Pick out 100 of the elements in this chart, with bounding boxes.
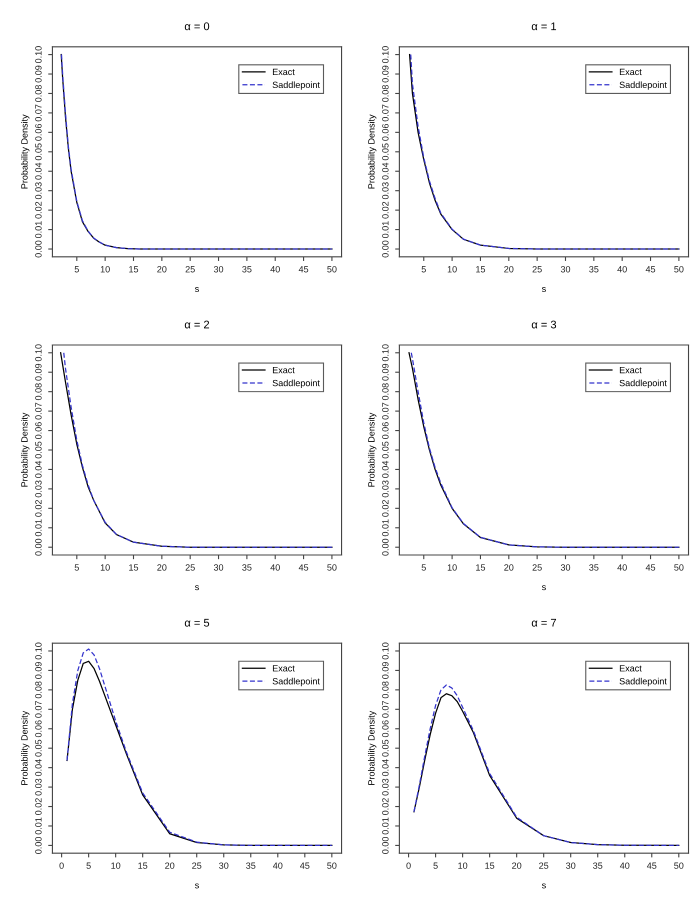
y-tick-label: 0.07 bbox=[35, 104, 42, 122]
y-axis-title: Probability Density bbox=[368, 710, 376, 785]
y-tick-label: 0.07 bbox=[382, 104, 389, 122]
x-tick-label: 30 bbox=[560, 266, 570, 272]
x-axis-title: s bbox=[194, 585, 199, 590]
x-tick-label: 20 bbox=[165, 862, 174, 869]
y-tick-label: 0.06 bbox=[35, 124, 42, 141]
y-tick-label: 0.04 bbox=[35, 759, 42, 776]
y-tick-label: 0.03 bbox=[382, 480, 389, 498]
y-tick-label: 0.08 bbox=[382, 681, 389, 698]
x-tick-label: 20 bbox=[504, 564, 514, 571]
x-tick-label: 30 bbox=[214, 564, 224, 571]
chart-title: α = 0 bbox=[184, 22, 210, 30]
x-tick-label: 40 bbox=[272, 862, 282, 869]
x-tick-label: 15 bbox=[485, 862, 494, 869]
y-tick-label: 0.06 bbox=[35, 720, 42, 738]
x-tick-label: 45 bbox=[646, 266, 656, 272]
y-tick-label: 0.07 bbox=[382, 402, 389, 420]
x-tick-label: 50 bbox=[327, 564, 337, 571]
x-tick-label: 5 bbox=[86, 862, 91, 869]
x-tick-label: 40 bbox=[617, 266, 627, 272]
y-tick-label: 0.09 bbox=[382, 364, 389, 381]
legend-label: Exact bbox=[272, 665, 295, 672]
y-tick-label: 0.00 bbox=[382, 836, 389, 854]
y-tick-label: 0.03 bbox=[35, 778, 42, 796]
y-tick-label: 0.02 bbox=[35, 202, 42, 219]
y-tick-label: 0.04 bbox=[382, 460, 389, 478]
y-tick-label: 0.09 bbox=[382, 662, 389, 679]
x-tick-label: 0 bbox=[406, 862, 411, 869]
y-tick-label: 0.03 bbox=[382, 778, 389, 796]
y-tick-label: 0.02 bbox=[35, 798, 42, 815]
x-tick-label: 25 bbox=[532, 564, 542, 571]
x-axis-title: s bbox=[542, 883, 546, 888]
x-tick-label: 20 bbox=[157, 564, 167, 571]
y-axis-title: Probability Density bbox=[21, 114, 30, 188]
y-tick-label: 0.01 bbox=[35, 221, 42, 238]
y-tick-label: 0.03 bbox=[35, 182, 42, 200]
y-tick-label: 0.03 bbox=[382, 182, 389, 200]
y-tick-label: 0.00 bbox=[35, 836, 42, 854]
y-tick-label: 0.06 bbox=[382, 422, 389, 439]
x-tick-label: 35 bbox=[246, 862, 256, 869]
y-tick-label: 0.10 bbox=[35, 46, 42, 64]
y-axis-title: Probability Density bbox=[368, 412, 376, 487]
x-tick-label: 25 bbox=[532, 266, 542, 272]
y-tick-label: 0.06 bbox=[35, 422, 42, 439]
x-tick-label: 45 bbox=[300, 862, 310, 869]
x-tick-label: 10 bbox=[448, 266, 457, 272]
legend-label: Saddlepoint bbox=[620, 380, 667, 388]
legend-label: Exact bbox=[620, 68, 642, 76]
y-tick-label: 0.08 bbox=[35, 383, 42, 400]
x-tick-label: 20 bbox=[512, 862, 522, 869]
legend-label: Saddlepoint bbox=[272, 380, 320, 388]
x-tick-label: 50 bbox=[674, 564, 684, 571]
x-tick-label: 40 bbox=[617, 564, 627, 571]
legend-label: Exact bbox=[620, 665, 642, 672]
x-tick-label: 10 bbox=[100, 266, 110, 272]
y-tick-label: 0.07 bbox=[35, 700, 42, 718]
x-tick-label: 40 bbox=[270, 266, 280, 272]
y-tick-label: 0.00 bbox=[382, 538, 389, 556]
x-tick-label: 35 bbox=[242, 564, 252, 571]
x-tick-label: 5 bbox=[74, 564, 79, 571]
x-tick-label: 25 bbox=[186, 564, 195, 571]
x-tick-label: 35 bbox=[242, 266, 252, 272]
chart-title: α = 2 bbox=[184, 320, 210, 328]
y-tick-label: 0.06 bbox=[382, 124, 389, 141]
x-tick-label: 40 bbox=[270, 564, 280, 571]
x-tick-label: 30 bbox=[560, 564, 570, 571]
x-axis-title: s bbox=[194, 883, 199, 888]
y-axis-title: Probability Density bbox=[368, 114, 376, 188]
x-tick-label: 30 bbox=[219, 862, 228, 869]
y-tick-label: 0.09 bbox=[35, 364, 42, 381]
x-tick-label: 35 bbox=[589, 564, 598, 571]
y-tick-label: 0.01 bbox=[35, 519, 42, 536]
x-tick-label: 35 bbox=[593, 862, 602, 869]
x-tick-label: 50 bbox=[327, 266, 337, 272]
y-tick-label: 0.06 bbox=[382, 720, 389, 738]
y-tick-label: 0.05 bbox=[382, 442, 389, 458]
y-tick-label: 0.10 bbox=[35, 642, 42, 660]
y-tick-label: 0.10 bbox=[382, 46, 389, 64]
chart-title: α = 3 bbox=[532, 320, 556, 328]
x-tick-label: 30 bbox=[214, 266, 224, 272]
x-tick-label: 5 bbox=[74, 266, 79, 272]
y-tick-label: 0.04 bbox=[382, 759, 389, 776]
y-tick-label: 0.00 bbox=[35, 538, 42, 556]
chart-title: α = 7 bbox=[532, 618, 556, 627]
legend-label: Saddlepoint bbox=[272, 81, 320, 90]
x-tick-label: 10 bbox=[111, 862, 120, 869]
y-axis-title: Probability Density bbox=[21, 710, 30, 785]
x-tick-label: 10 bbox=[100, 564, 110, 571]
x-tick-label: 30 bbox=[566, 862, 576, 869]
x-tick-label: 15 bbox=[476, 564, 486, 571]
y-tick-label: 0.01 bbox=[382, 519, 389, 536]
y-tick-label: 0.09 bbox=[35, 662, 42, 679]
x-axis-title: s bbox=[542, 287, 546, 292]
y-tick-label: 0.03 bbox=[35, 480, 42, 498]
x-tick-label: 45 bbox=[298, 564, 308, 571]
y-tick-label: 0.01 bbox=[35, 818, 42, 834]
x-tick-label: 5 bbox=[422, 266, 426, 272]
x-tick-label: 10 bbox=[448, 564, 457, 571]
y-tick-label: 0.04 bbox=[35, 162, 42, 180]
